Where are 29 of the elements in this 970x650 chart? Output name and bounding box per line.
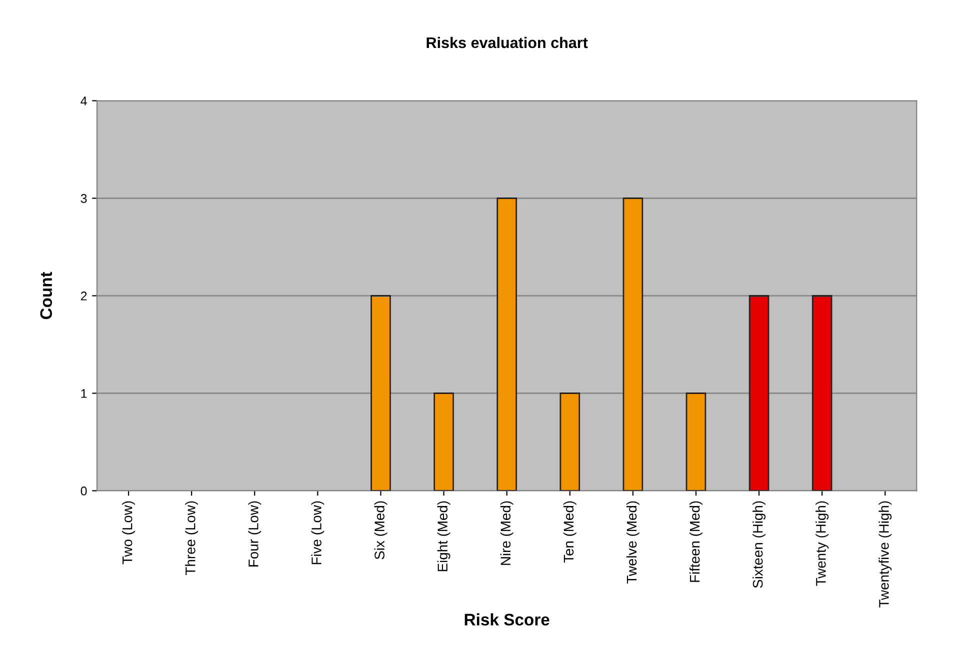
bar xyxy=(748,295,770,491)
x-tick-label: Five (Low) xyxy=(311,501,324,564)
x-tick-label: Twenty (High) xyxy=(816,501,829,586)
x-axis-title: Risk Score xyxy=(464,613,550,626)
bar xyxy=(434,392,454,491)
y-tick-label: 2 xyxy=(80,292,87,300)
bar xyxy=(496,198,517,491)
x-tick-label: Twentyfive (High) xyxy=(878,501,892,608)
x-tick-label: Eight (Med) xyxy=(437,501,450,572)
x-tick-label: Four (Low) xyxy=(248,501,262,566)
bar xyxy=(812,295,832,491)
x-tick-label: Six (Med) xyxy=(374,501,388,560)
x-tick-label: Two (Low) xyxy=(122,501,135,564)
bar xyxy=(686,392,706,491)
y-tick-label: 1 xyxy=(81,389,87,398)
y-tick-label: 4 xyxy=(80,96,87,106)
x-tick-label: Sixteen (High) xyxy=(752,501,766,588)
x-tick-label: Fifteen (Med) xyxy=(690,501,702,582)
bar xyxy=(370,295,391,491)
y-tick-label: 3 xyxy=(80,194,87,203)
bar xyxy=(560,392,580,491)
chart-title: Risks evaluation chart xyxy=(426,36,588,48)
y-axis-title: Count xyxy=(40,272,52,320)
bar xyxy=(622,198,644,491)
y-tick-label: 0 xyxy=(80,486,87,496)
x-tick-label: Three (Low) xyxy=(185,501,198,576)
x-tick-label: Nire (Med) xyxy=(500,501,514,565)
x-tick-label: Ten (Med) xyxy=(563,501,576,563)
x-tick-label: Twelve (Med) xyxy=(626,501,640,584)
